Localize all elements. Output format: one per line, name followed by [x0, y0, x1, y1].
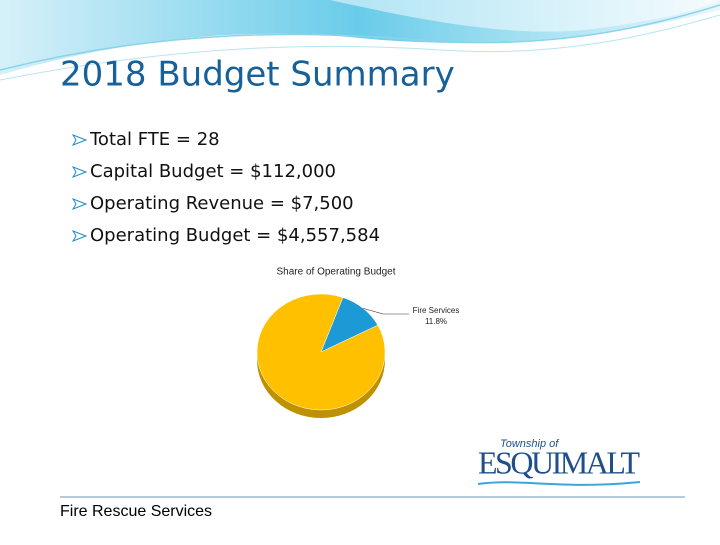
pie-chart: Fire Services 11.8% [256, 293, 460, 418]
logo-small: Township of [500, 438, 559, 450]
logo-large: ESQUIMALT [478, 444, 640, 480]
bullet-text: Operating Revenue = $7,500 [90, 193, 354, 214]
bullet-icon [71, 198, 88, 210]
slide-title: 2018 Budget Summary [60, 55, 455, 95]
bullet-list: Total FTE = 28 Capital Budget = $112,000 O… [71, 129, 380, 246]
footer: Fire Rescue Services [60, 503, 212, 520]
chart-title: Share of Operating Budget [277, 267, 396, 278]
logo: Township of ESQUIMALT [476, 437, 648, 489]
bullet-icon [71, 230, 88, 242]
bullet-text: Operating Budget = $4,557,584 [90, 225, 380, 246]
pie-slice [256, 293, 386, 411]
leader-line [363, 308, 409, 315]
slice-value: 11.8% [425, 317, 447, 326]
bullet-icon [71, 134, 88, 146]
slice-label: Fire Services [413, 306, 460, 315]
header-decoration [0, 0, 720, 81]
bullet-text: Capital Budget = $112,000 [90, 161, 336, 182]
bullet-icon [71, 166, 88, 178]
bullet-text: Total FTE = 28 [89, 129, 220, 150]
